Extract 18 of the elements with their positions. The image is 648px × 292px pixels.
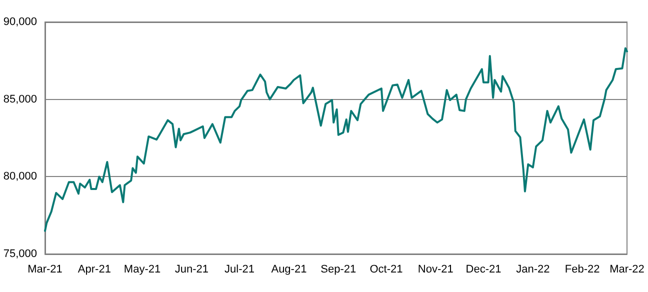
y-tick-label: 80,000 bbox=[3, 170, 37, 183]
x-tick-label: Feb-22 bbox=[564, 264, 600, 276]
x-tick-label: Aug-21 bbox=[271, 264, 307, 276]
x-tick-label: Oct-21 bbox=[370, 264, 403, 276]
x-tick-label: Nov-21 bbox=[418, 264, 454, 276]
x-tick-label: Jul-21 bbox=[224, 264, 255, 276]
x-tick-label: Apr-21 bbox=[78, 264, 111, 276]
x-tick-label: Dec-21 bbox=[466, 264, 502, 276]
x-tick-label: Jan-22 bbox=[516, 264, 550, 276]
x-tick-label: Jun-21 bbox=[174, 264, 209, 276]
x-tick-label: Mar-22 bbox=[610, 264, 644, 276]
y-tick-label: 85,000 bbox=[3, 93, 37, 106]
y-tick-label: 75,000 bbox=[3, 248, 37, 260]
line-series bbox=[44, 47, 628, 232]
x-tick-label: Sep-21 bbox=[320, 264, 356, 276]
x-tick-label: Mar-21 bbox=[28, 264, 62, 276]
y-tick-label: 90,000 bbox=[3, 16, 37, 28]
x-tick-label: May-21 bbox=[124, 264, 161, 276]
